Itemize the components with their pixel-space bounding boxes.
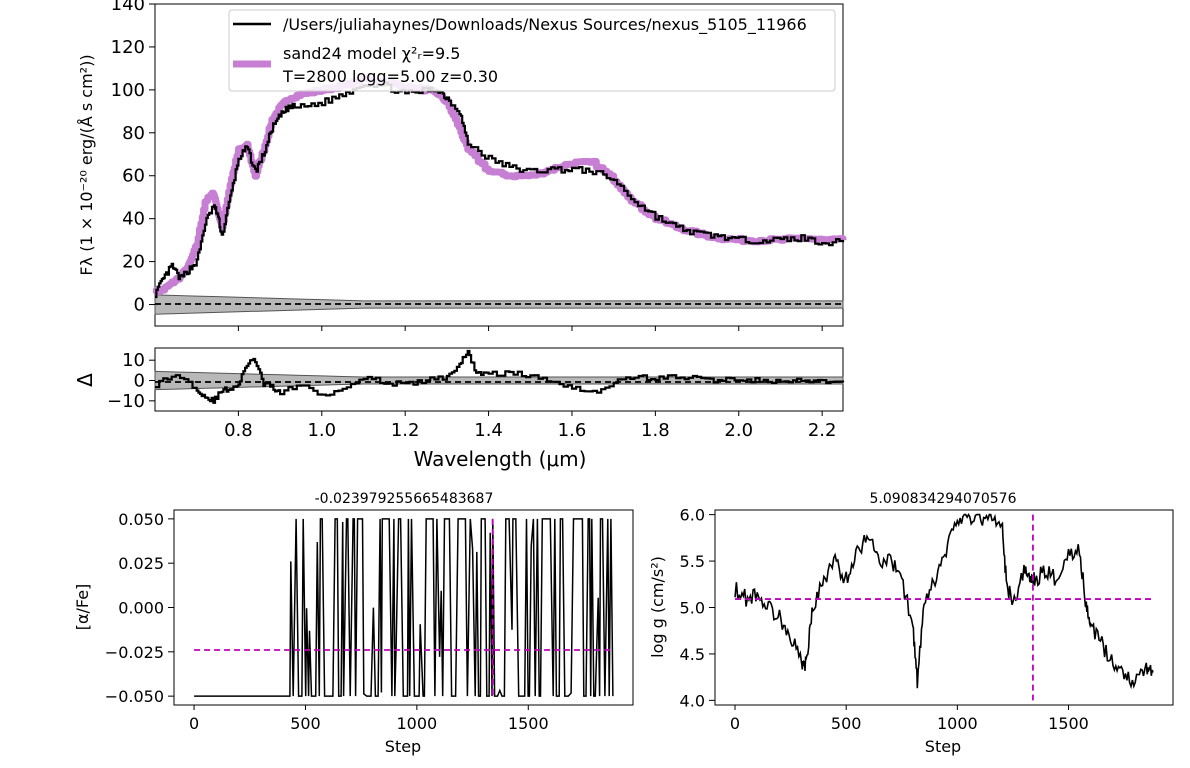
x-tick-label: 1.0 [307, 420, 336, 441]
y-tick-label: 10 [122, 350, 145, 371]
y-tick-label: 40 [122, 209, 145, 230]
legend-data-label: /Users/juliahaynes/Downloads/Nexus Sourc… [283, 15, 807, 35]
x-tick-label: 1.4 [474, 420, 503, 441]
logg-trace [734, 512, 1154, 690]
logg-title: 5.090834294070576 [870, 491, 1017, 507]
y-tick-label: −0.050 [105, 687, 164, 706]
spectrum-y-ticks: 0 20 40 60 80 100 120 140 [111, 0, 155, 316]
y-tick-label: −10 [107, 391, 145, 412]
logg-frame [714, 509, 1174, 706]
residual-panel: 100−10 0.8 1.0 1.2 1.4 1.6 1.8 2.0 2.2 Δ Wavele… [73, 347, 845, 471]
y-tick-label: 0.050 [118, 510, 164, 529]
alpha-fe-x-label: Step [385, 737, 421, 756]
logg-y-label: log g (cm/s²) [648, 556, 667, 658]
x-tick-label: 0 [189, 714, 199, 733]
residual-y-ticks: 100−10 [107, 350, 155, 412]
y-tick-label: 0 [134, 371, 145, 392]
x-tick-label: 1.2 [391, 420, 420, 441]
logg-trace-panel: 5.090834294070576 6.0 5.5 5.0 4.5 4.0 0 500 10… [648, 491, 1174, 756]
y-tick-label: 4.0 [680, 691, 705, 710]
alpha-fe-y-label: [α/Fe] [73, 584, 92, 631]
y-tick-label: 6.0 [680, 506, 705, 525]
y-tick-label: 80 [122, 123, 145, 144]
spectrum-y-label: Fλ (1 × 10⁻²⁰ erg/(Å s cm²)) [77, 54, 96, 275]
x-tick-label: 0 [730, 714, 740, 733]
logg-chain [734, 512, 1154, 690]
y-tick-label: 100 [111, 80, 145, 101]
alpha-fe-trace-panel: -0.023979255665483687 0.050 0.025 0.000 −0.… [73, 491, 634, 756]
y-tick-label: −0.025 [105, 643, 164, 662]
y-tick-label: 0.025 [118, 554, 164, 573]
residual-y-label: Δ [73, 373, 97, 387]
x-tick-label: 1.8 [641, 420, 670, 441]
y-tick-label: 0.000 [118, 599, 164, 618]
spectrum-frame [154, 3, 844, 327]
x-tick-label: 500 [831, 714, 862, 733]
y-tick-label: 120 [111, 37, 145, 58]
alpha-fe-trace [194, 518, 614, 697]
residual-x-ticks: 0.8 1.0 1.2 1.4 1.6 1.8 2.0 2.2 [224, 411, 836, 441]
logg-y-ticks: 6.0 5.5 5.0 4.5 4.0 [680, 506, 715, 710]
legend-model-params: T=2800 logg=5.00 z=0.30 [282, 67, 498, 86]
y-tick-label: 20 [122, 252, 145, 273]
residual-line [155, 349, 845, 404]
legend-box [228, 9, 836, 92]
logg-markers [735, 514, 1153, 701]
logg-x-label: Step [925, 737, 961, 756]
x-tick-label: 2.2 [808, 420, 837, 441]
x-tick-label: 500 [290, 714, 321, 733]
uncertainty-band [154, 370, 844, 391]
alpha-fe-x-ticks: 0 500 1000 1500 [189, 705, 549, 733]
spectrum-series [152, 75, 847, 299]
x-tick-label: 2.0 [724, 420, 753, 441]
alpha-fe-y-ticks: 0.050 0.025 0.000 −0.025 −0.050 [105, 510, 174, 706]
observed-spectrum-line [155, 81, 845, 299]
x-tick-label: 1.6 [558, 420, 587, 441]
legend-model-label: sand24 model χ²ᵣ=9.5 [283, 44, 460, 63]
x-tick-label: 1000 [937, 714, 978, 733]
residual-uncertainty-band [154, 370, 844, 391]
residual-series [155, 349, 845, 404]
y-tick-label: 5.0 [680, 599, 705, 618]
alpha-fe-chain [194, 518, 614, 697]
y-tick-label: 0 [134, 295, 145, 316]
spectrum-x-ticks [237, 326, 823, 331]
y-tick-label: 5.5 [680, 552, 705, 571]
y-tick-label: 140 [111, 0, 145, 15]
y-tick-label: 60 [122, 166, 145, 187]
x-tick-label: 0.8 [224, 420, 253, 441]
wavelength-x-label: Wavelength (μm) [414, 447, 587, 471]
alpha-fe-title: -0.023979255665483687 [315, 491, 494, 507]
x-tick-label: 1500 [508, 714, 549, 733]
x-tick-label: 1000 [397, 714, 438, 733]
model-spectrum-line [152, 75, 847, 297]
spectrum-panel: 0 20 40 60 80 100 120 140 Fλ (1 × 10⁻²⁰ erg/(Å … [77, 0, 847, 331]
x-tick-label: 1500 [1048, 714, 1089, 733]
spectrum-legend: /Users/juliahaynes/Downloads/Nexus Sourc… [228, 9, 836, 92]
y-tick-label: 4.5 [680, 645, 705, 664]
logg-x-ticks: 0 500 1000 1500 [730, 705, 1089, 733]
